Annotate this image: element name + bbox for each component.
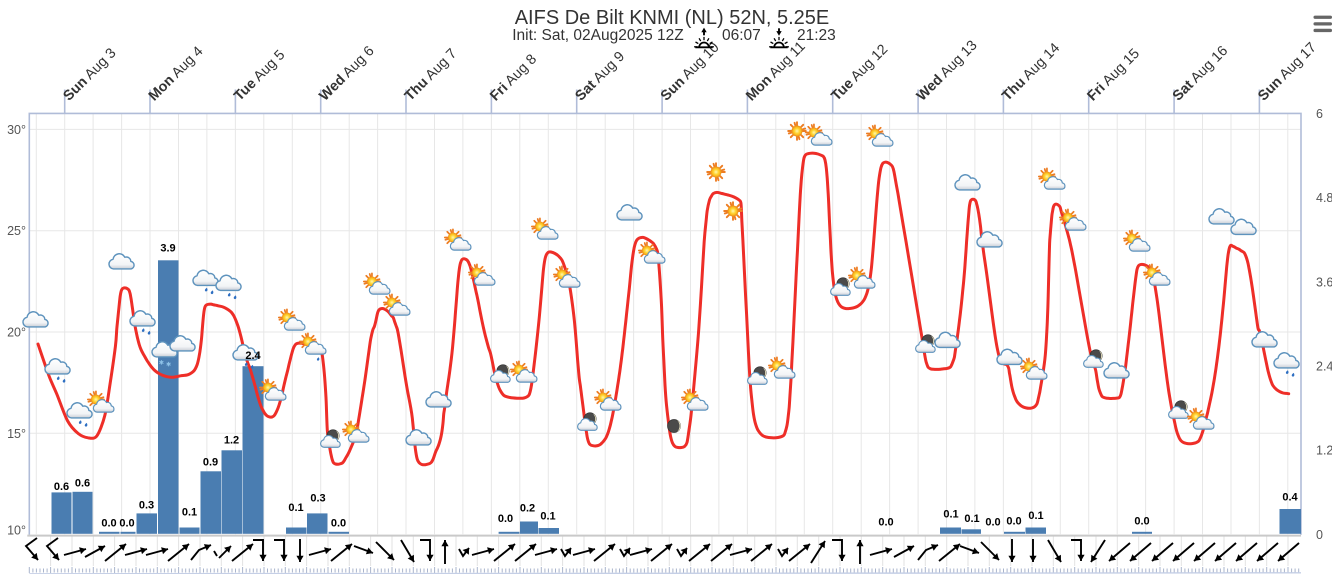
svg-text:0.3: 0.3	[139, 500, 154, 512]
svg-text:20°: 20°	[7, 326, 26, 340]
svg-text:0.0: 0.0	[498, 513, 513, 525]
svg-text:0.0: 0.0	[1134, 516, 1149, 528]
svg-text:0.4: 0.4	[1282, 492, 1298, 504]
svg-text:0.0: 0.0	[101, 518, 116, 530]
svg-text:30°: 30°	[7, 123, 26, 137]
svg-text:2.4: 2.4	[1316, 360, 1332, 374]
svg-text:0.1: 0.1	[288, 502, 303, 514]
svg-text:4.8: 4.8	[1316, 191, 1332, 205]
svg-text:0.6: 0.6	[75, 478, 90, 490]
svg-text:15°: 15°	[7, 427, 26, 441]
svg-text:1.2: 1.2	[1316, 444, 1332, 458]
svg-text:0.3: 0.3	[310, 493, 325, 505]
svg-text:0.0: 0.0	[985, 517, 1000, 529]
svg-text:3.6: 3.6	[1316, 275, 1332, 289]
svg-text:06:07: 06:07	[722, 27, 761, 44]
svg-text:0.1: 0.1	[540, 511, 555, 523]
svg-text:0.1: 0.1	[1028, 510, 1043, 522]
svg-text:0.1: 0.1	[943, 509, 958, 521]
svg-text:0.1: 0.1	[182, 507, 197, 519]
svg-text:1.2: 1.2	[224, 435, 239, 447]
svg-text:21:23: 21:23	[797, 27, 836, 44]
svg-text:3.9: 3.9	[160, 243, 175, 255]
svg-text:6: 6	[1316, 107, 1323, 121]
svg-text:0.0: 0.0	[1006, 516, 1021, 528]
svg-text:0: 0	[1316, 528, 1323, 542]
svg-text:0.2: 0.2	[520, 503, 535, 515]
svg-text:2.4: 2.4	[245, 350, 261, 362]
svg-text:0.6: 0.6	[54, 481, 69, 493]
svg-text:Init: Sat, 02Aug2025 12Z: Init: Sat, 02Aug2025 12Z	[512, 27, 683, 44]
svg-text:25°: 25°	[7, 224, 26, 238]
svg-text:0.1: 0.1	[964, 513, 979, 525]
svg-text:10°: 10°	[7, 523, 26, 537]
svg-text:AIFS De Bilt KNMI (NL) 52N, 5.: AIFS De Bilt KNMI (NL) 52N, 5.25E	[515, 7, 830, 29]
svg-text:0.0: 0.0	[878, 517, 893, 529]
svg-text:0.9: 0.9	[203, 457, 218, 469]
svg-text:0.0: 0.0	[119, 518, 134, 530]
svg-text:0.0: 0.0	[331, 518, 346, 530]
